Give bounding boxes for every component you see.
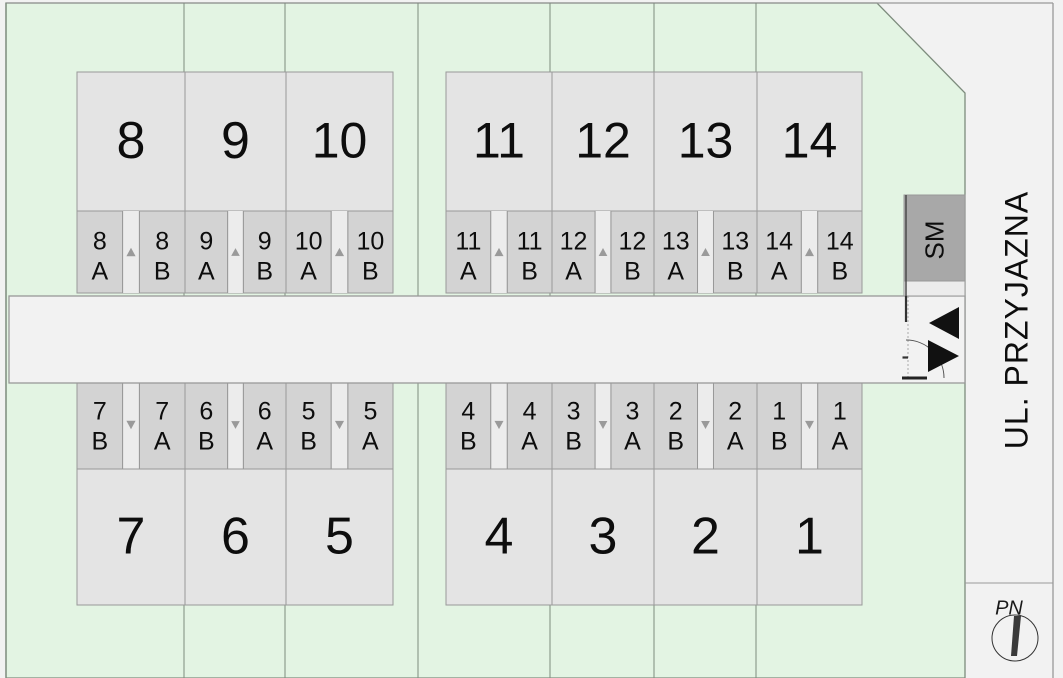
svg-text:A: A bbox=[831, 428, 848, 456]
svg-text:B: B bbox=[667, 428, 684, 456]
svg-text:1: 1 bbox=[795, 508, 824, 566]
svg-text:A: A bbox=[521, 428, 538, 456]
svg-text:5: 5 bbox=[363, 398, 377, 426]
svg-text:A: A bbox=[460, 258, 477, 286]
svg-text:10: 10 bbox=[356, 228, 384, 256]
svg-text:B: B bbox=[362, 258, 379, 286]
svg-text:B: B bbox=[521, 258, 538, 286]
svg-text:A: A bbox=[154, 428, 171, 456]
svg-text:11: 11 bbox=[473, 113, 525, 169]
svg-text:9: 9 bbox=[199, 228, 213, 256]
svg-text:PN: PN bbox=[995, 597, 1023, 619]
svg-text:B: B bbox=[300, 428, 317, 456]
svg-text:13: 13 bbox=[721, 228, 749, 256]
svg-text:1: 1 bbox=[833, 398, 847, 426]
svg-text:UL. PRZYJAZNA: UL. PRZYJAZNA bbox=[998, 191, 1034, 449]
svg-text:7: 7 bbox=[117, 508, 146, 566]
svg-text:13: 13 bbox=[662, 228, 690, 256]
svg-text:4: 4 bbox=[461, 398, 475, 426]
svg-text:B: B bbox=[831, 258, 848, 286]
svg-text:14: 14 bbox=[782, 113, 838, 169]
svg-text:6: 6 bbox=[258, 398, 272, 426]
svg-text:B: B bbox=[91, 428, 108, 456]
svg-text:B: B bbox=[624, 258, 641, 286]
svg-text:8: 8 bbox=[117, 112, 146, 170]
svg-text:10: 10 bbox=[312, 113, 368, 169]
svg-text:14: 14 bbox=[826, 228, 854, 256]
svg-text:4: 4 bbox=[485, 508, 514, 566]
svg-text:A: A bbox=[256, 428, 273, 456]
svg-text:B: B bbox=[256, 258, 273, 286]
svg-text:11: 11 bbox=[517, 228, 543, 256]
svg-text:3: 3 bbox=[589, 508, 618, 566]
svg-text:SM: SM bbox=[919, 221, 949, 260]
svg-text:9: 9 bbox=[258, 228, 272, 256]
svg-text:A: A bbox=[565, 258, 582, 286]
svg-text:2: 2 bbox=[691, 508, 720, 566]
svg-text:14: 14 bbox=[765, 228, 793, 256]
svg-text:5: 5 bbox=[302, 398, 316, 426]
svg-text:B: B bbox=[154, 258, 171, 286]
svg-text:6: 6 bbox=[199, 398, 213, 426]
svg-text:12: 12 bbox=[619, 228, 647, 256]
svg-text:B: B bbox=[565, 428, 582, 456]
svg-text:10: 10 bbox=[295, 228, 323, 256]
svg-text:A: A bbox=[771, 258, 788, 286]
svg-text:A: A bbox=[362, 428, 379, 456]
svg-text:12: 12 bbox=[560, 228, 588, 256]
svg-text:B: B bbox=[460, 428, 477, 456]
svg-text:A: A bbox=[667, 258, 684, 286]
svg-text:B: B bbox=[727, 258, 744, 286]
svg-text:7: 7 bbox=[93, 398, 107, 426]
svg-text:2: 2 bbox=[669, 398, 683, 426]
svg-text:A: A bbox=[91, 258, 108, 286]
svg-text:8: 8 bbox=[93, 228, 107, 256]
svg-text:8: 8 bbox=[155, 228, 169, 256]
svg-text:A: A bbox=[198, 258, 215, 286]
svg-text:3: 3 bbox=[567, 398, 581, 426]
svg-text:A: A bbox=[727, 428, 744, 456]
svg-text:3: 3 bbox=[625, 398, 639, 426]
svg-text:13: 13 bbox=[678, 113, 734, 169]
svg-text:A: A bbox=[300, 258, 317, 286]
svg-text:12: 12 bbox=[575, 113, 631, 169]
svg-text:9: 9 bbox=[221, 112, 250, 170]
svg-text:11: 11 bbox=[455, 228, 481, 256]
svg-text:A: A bbox=[624, 428, 641, 456]
svg-text:7: 7 bbox=[155, 398, 169, 426]
svg-text:1: 1 bbox=[772, 398, 786, 426]
svg-text:B: B bbox=[771, 428, 788, 456]
svg-text:5: 5 bbox=[325, 508, 354, 566]
svg-text:4: 4 bbox=[523, 398, 537, 426]
svg-text:B: B bbox=[198, 428, 215, 456]
svg-text:2: 2 bbox=[728, 398, 742, 426]
svg-text:6: 6 bbox=[221, 508, 250, 566]
